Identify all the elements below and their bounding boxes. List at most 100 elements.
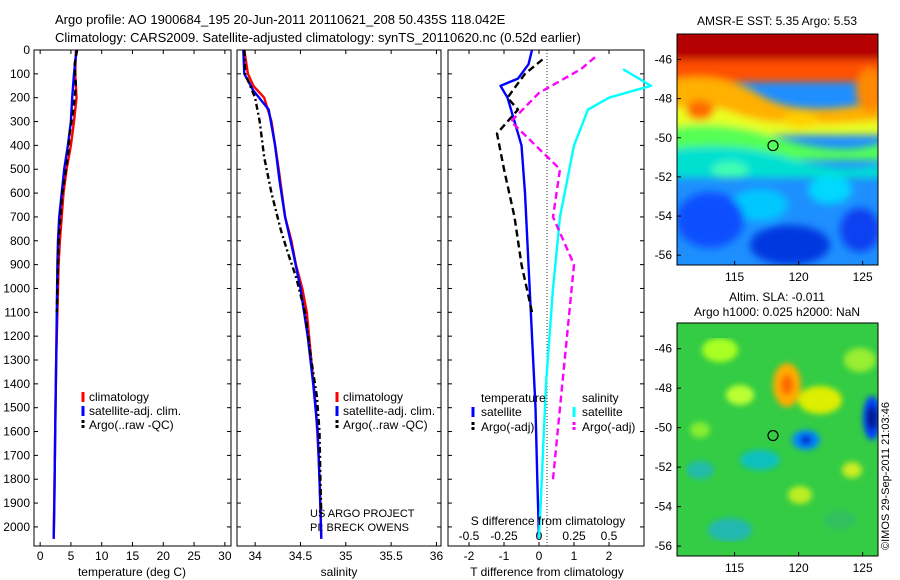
y-tick-label: 1600	[3, 425, 30, 439]
sla-x-ticks: 115 120 125	[725, 552, 873, 575]
temperature-axes-frame	[33, 49, 232, 547]
temperature-x-ticks: 0 5 10 15 20 25 30	[37, 50, 232, 563]
x-tick-label: 1	[571, 549, 578, 563]
x-tick-label: -1	[499, 549, 510, 563]
series-line-argo-raw-qc-	[55, 49, 79, 313]
salinity-axes-frame	[236, 49, 442, 547]
sst-map: AMSR-E SST: 5.35 Argo: 5.53	[655, 14, 879, 284]
sla-y-ticks: -46 -48 -50 -52 -54 -56	[655, 342, 681, 553]
y-tick-label: 700	[10, 210, 30, 224]
temperature-lines	[52, 49, 79, 539]
legend-label: Argo(-adj)	[582, 420, 635, 434]
y-tick-label: 1200	[3, 329, 30, 343]
legend-label: Argo(..raw -QC)	[343, 418, 428, 432]
salinity-xlabel: salinity	[321, 565, 358, 579]
x-tick-label: 0	[37, 549, 44, 563]
y-tick-label: 1800	[3, 472, 30, 486]
temperature-xlabel: temperature (deg C)	[78, 565, 186, 579]
sla-map: Altim. SLA: -0.011 Argo h1000: 0.025 h20…	[655, 290, 879, 575]
series-line-argo-raw-qc-	[243, 49, 323, 516]
y-tick-label: 1700	[3, 448, 30, 462]
legend-label: satellite	[481, 405, 522, 419]
difference-panel: -2 -1 0 1 2 -0.5 -0.25 0 0.25 0.5 temperature sal…	[447, 49, 653, 579]
y-tick-label: 500	[10, 162, 30, 176]
y-tick-label: -56	[655, 539, 673, 553]
y-tick-label: 1900	[3, 496, 30, 510]
s-difference-label: S difference from climatology	[471, 514, 626, 528]
s-tick-label: -0.25	[490, 529, 518, 543]
y-tick-label: -52	[655, 460, 673, 474]
watermark: ©IMOS 29-Sep-2011 21:03:46	[880, 402, 892, 550]
sla-map-title2: Argo h1000: 0.025 h2000: NaN	[694, 305, 860, 319]
y-tick-label: 1300	[3, 353, 30, 367]
legend-label: Argo(..raw -QC)	[89, 418, 174, 432]
legend-label: Argo(-adj)	[481, 420, 534, 434]
y-tick-label: -46	[655, 52, 673, 66]
sst-y-ticks: -46 -48 -50 -52 -54 -56	[655, 52, 681, 262]
y-tick-label: -54	[655, 209, 673, 223]
x-tick-label: 20	[157, 549, 171, 563]
legend-header-temperature: temperature	[481, 391, 546, 405]
sst-x-ticks: 115 120 125	[725, 261, 873, 284]
x-tick-label: 125	[853, 270, 873, 284]
x-tick-label: 34.5	[289, 549, 313, 563]
x-tick-label: 5	[68, 549, 75, 563]
x-tick-label: 25	[187, 549, 201, 563]
x-tick-label: 10	[95, 549, 109, 563]
y-tick-label: 1000	[3, 281, 30, 295]
series-line-satellite-adj-clim-	[242, 49, 323, 539]
temperature-panel: 0100200300400500600700800900100011001200…	[3, 43, 232, 579]
legend-label: satellite-adj. clim.	[343, 404, 435, 418]
legend-label: satellite	[582, 405, 623, 419]
y-tick-label: 300	[10, 115, 30, 129]
s-tick-label: 0.5	[601, 529, 618, 543]
difference-x-ticks: -2 -1 0 1 2	[464, 50, 613, 563]
header-line1: Argo profile: AO 1900684_195 20-Jun-2011…	[55, 12, 506, 27]
sst-argo-marker	[767, 139, 779, 152]
sla-field	[677, 323, 878, 556]
x-tick-label: 15	[126, 549, 140, 563]
sla-map-title1: Altim. SLA: -0.011	[729, 290, 825, 304]
x-tick-label: 35	[339, 549, 353, 563]
y-tick-label: -54	[655, 500, 673, 514]
y-tick-label: 1100	[4, 305, 30, 319]
legend-label: climatology	[343, 390, 403, 404]
x-tick-label: 115	[725, 270, 744, 284]
difference-axes-frame	[447, 49, 645, 547]
pi-label: PI: BRECK OWENS	[310, 522, 409, 534]
y-tick-label: 2000	[3, 520, 30, 534]
t-difference-xlabel: T difference from climatology	[470, 565, 624, 579]
y-tick-label: -48	[655, 92, 673, 106]
x-tick-label: 35.5	[379, 549, 403, 563]
y-tick-label: -56	[655, 248, 673, 262]
y-tick-label: 200	[10, 91, 30, 105]
y-tick-label: 800	[10, 234, 30, 248]
x-tick-label: 120	[789, 270, 809, 284]
temperature-y-ticks: 0 100 200 300 400 500 600 700 800 900 1000 1100 1200…	[3, 43, 231, 534]
s-tick-label: -0.5	[459, 529, 480, 543]
series-line-argo-adj-	[495, 58, 544, 313]
difference-legend: temperature salinitysatelliteArgo(-adj)sa…	[471, 391, 635, 434]
x-tick-label: 125	[853, 561, 873, 575]
difference-s-ticks: -0.5 -0.25 0 0.25 0.5	[459, 529, 618, 543]
x-tick-label: 115	[725, 561, 744, 575]
salinity-panel: 34 34.5 35 35.5 36 climatologysatellite-adj.…	[236, 49, 443, 579]
series-line-satellite	[499, 49, 541, 539]
y-tick-label: 100	[10, 67, 30, 81]
y-tick-label: 600	[10, 186, 30, 200]
y-tick-label: -48	[655, 381, 673, 395]
y-tick-label: -50	[655, 131, 673, 145]
y-tick-label: 1400	[3, 377, 30, 391]
y-tick-label: 1500	[3, 401, 30, 415]
x-tick-label: 120	[789, 561, 809, 575]
y-tick-label: 400	[10, 138, 30, 152]
y-tick-label: -46	[655, 342, 673, 356]
x-tick-label: 2	[606, 549, 613, 563]
s-tick-label: 0.25	[562, 529, 586, 543]
difference-y-ticks	[448, 49, 644, 528]
y-tick-label: 0	[23, 43, 30, 57]
salinity-lines	[242, 49, 323, 539]
